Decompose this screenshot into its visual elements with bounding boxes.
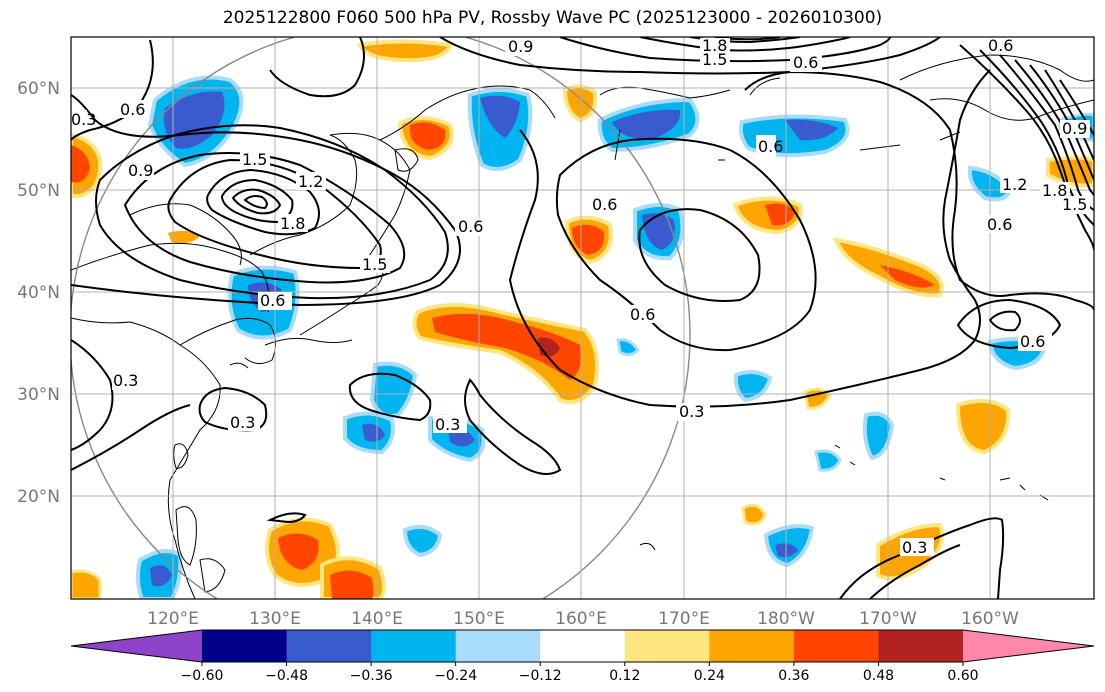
figure-title: 2025122800 F060 500 hPa PV, Rossby Wave …	[222, 8, 883, 28]
contour-label: 0.3	[113, 371, 138, 390]
colorbar-tick-label: 0.48	[863, 668, 894, 684]
contour-label: 0.6	[630, 305, 655, 324]
lon-label: 170°E	[658, 609, 710, 629]
contour-label: 0.9	[128, 161, 153, 180]
contour-labels: 0.6 0.9 1.5 1.2 1.8 1.5 0.6 0.6 0.9 1.8 …	[71, 36, 1090, 557]
lon-label: 180°W	[757, 609, 815, 629]
map-frame	[70, 36, 1095, 600]
lat-label: 40°N	[17, 283, 60, 303]
colorbar-tick-label: −0.24	[434, 668, 477, 684]
colorbar-segment	[793, 630, 879, 662]
contour-label: 1.8	[1042, 181, 1067, 200]
colorbar-tick-label: −0.60	[181, 668, 224, 684]
colorbar-segment	[540, 630, 626, 662]
contour-label: 1.5	[702, 50, 727, 69]
contour-label: 0.6	[793, 53, 818, 72]
contour-label: 0.6	[1020, 332, 1045, 351]
contour-label: 1.5	[362, 255, 387, 274]
colorbar-tick-label: −0.12	[519, 668, 562, 684]
lon-label: 120°E	[147, 609, 199, 629]
lat-label: 50°N	[17, 181, 60, 201]
lat-label: 30°N	[17, 385, 60, 405]
lon-label: 150°E	[453, 609, 505, 629]
colorbar-segment	[878, 630, 964, 662]
contour-label: 1.2	[1002, 175, 1027, 194]
gridlines	[71, 37, 1094, 599]
colorbar-tick-label: −0.48	[265, 668, 308, 684]
region-circle	[71, 37, 691, 599]
colorbar: −0.60 −0.48 −0.36 −0.24 −0.12 0.12 0.24 0.36 0.4…	[70, 629, 1095, 684]
lon-label: 130°E	[249, 609, 301, 629]
colorbar-segment	[371, 630, 457, 662]
colorbar-extend-low	[71, 630, 202, 662]
contour-label: 0.6	[758, 137, 783, 156]
contour-label: 0.9	[508, 37, 533, 56]
lon-label: 140°E	[351, 609, 403, 629]
colorbar-segment	[202, 630, 288, 662]
contour-label: 0.3	[902, 538, 927, 557]
contour-label: 0.6	[592, 195, 617, 214]
contour-label: 1.8	[702, 36, 727, 55]
colorbar-extend-high	[963, 630, 1094, 662]
contour-label: 1.5	[242, 150, 267, 169]
contour-label: 0.6	[260, 291, 285, 310]
contour-label: 0.6	[120, 100, 145, 119]
colorbar-tick-label: 0.24	[694, 668, 725, 684]
lon-label: 170°W	[859, 609, 917, 629]
colorbar-segment	[455, 630, 541, 662]
lon-label: 160°E	[555, 609, 607, 629]
longitude-labels: 120°E 130°E 140°E 150°E 160°E 170°E 180°…	[147, 609, 1019, 629]
colorbar-tick-label: 0.60	[947, 668, 978, 684]
contour-label: 0.6	[987, 215, 1012, 234]
contour-label: 1.8	[280, 214, 305, 233]
contour-label: 0.3	[679, 402, 704, 421]
contour-label: 0.3	[230, 413, 255, 432]
contour-label: 1.5	[1062, 195, 1087, 214]
colorbar-segment	[624, 630, 710, 662]
colorbar-segment	[286, 630, 372, 662]
colorbar-tick-label: 0.12	[609, 668, 640, 684]
colorbar-tick-label: −0.36	[350, 668, 393, 684]
colorbar-tick-label: 0.36	[778, 668, 809, 684]
lon-label: 160°W	[961, 609, 1019, 629]
contour-label: 0.6	[458, 217, 483, 236]
contour-label: 0.9	[1062, 119, 1087, 138]
contour-label: 0.3	[71, 110, 96, 129]
contour-label: 1.2	[298, 172, 323, 191]
lat-label: 60°N	[17, 79, 60, 99]
contour-label: 0.3	[435, 415, 460, 434]
colorbar-segment	[709, 630, 795, 662]
contour-label: 0.6	[988, 36, 1013, 55]
negative-anomaly-shading	[135, 75, 1094, 599]
lat-label: 20°N	[17, 487, 60, 507]
map-area: 0.6 0.9 1.5 1.2 1.8 1.5 0.6 0.6 0.9 1.8 …	[71, 36, 1094, 599]
latitude-labels: 60°N 50°N 40°N 30°N 20°N	[17, 79, 60, 507]
